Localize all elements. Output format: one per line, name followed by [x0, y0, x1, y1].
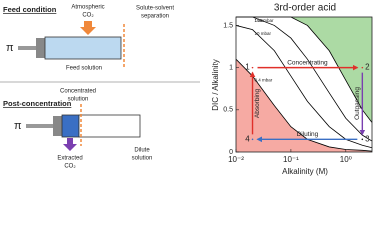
piston-rod [18, 46, 36, 50]
region [236, 17, 372, 123]
process-label: Outgassing [354, 87, 361, 120]
state-label: 1 [245, 63, 250, 72]
x-tick-label: 10⁰ [340, 155, 352, 164]
diagram: Feed condition Atmospheric CO₂ Solute-so… [0, 5, 200, 170]
curve-label: 10 mbar [255, 31, 272, 36]
arrow [80, 21, 96, 35]
figure: Feed condition Atmospheric CO₂ Solute-so… [0, 3, 373, 176]
curve [236, 16, 373, 142]
label: Concentrated [60, 89, 96, 95]
label: Feed solution [66, 66, 102, 72]
chart: 3rd-order acid Alkalinity (M) DIC / Alka… [211, 3, 373, 176]
x-tick-label: 10⁻² [228, 155, 244, 164]
label: CO₂ [64, 164, 76, 170]
region [236, 59, 372, 152]
y-tick-label: 1.5 [223, 22, 233, 29]
x-axis-label: Alkalinity (M) [282, 167, 328, 176]
state-label: 2 [365, 63, 370, 72]
piston-rod [26, 124, 53, 128]
piston [36, 38, 45, 58]
state-point [361, 138, 364, 141]
chart-title: 3rd-order acid [274, 3, 336, 14]
tube-concentrated [61, 114, 80, 138]
label: solution [132, 156, 153, 162]
curve [235, 25, 373, 149]
plot-frame [235, 16, 373, 153]
pressure-symbol: π [6, 42, 14, 54]
label: separation [141, 14, 169, 20]
label: CO₂ [82, 13, 94, 19]
label: Atmospheric [71, 5, 104, 11]
state-label: 4 [245, 134, 250, 143]
state-point [361, 66, 364, 69]
tube [44, 36, 122, 60]
process-label: Concentrating [287, 59, 328, 66]
curve-label: 100 mbar [255, 18, 275, 23]
x-tick-label: 10⁻¹ [283, 155, 299, 164]
y-tick-label: 0 [229, 149, 233, 156]
y-axis-label: DIC / Alkalinity [211, 59, 220, 111]
state-label: 3 [365, 134, 370, 143]
y-tick-label: 0.5 [223, 107, 233, 114]
label: Extracted [57, 156, 82, 162]
tube-dilute [78, 114, 141, 138]
curve-label: 0.4 mbar [255, 77, 273, 82]
label: Solute-solvent [136, 6, 174, 12]
process-label: Absorbing [254, 88, 261, 118]
label: Dilute [134, 148, 150, 154]
y-tick-label: 1 [229, 64, 233, 71]
state-point [251, 66, 254, 69]
arrow [63, 138, 77, 151]
process-label: Diluting [297, 131, 319, 138]
state-point [251, 138, 254, 141]
section-title: Post-concentration [3, 99, 72, 108]
piston [53, 116, 62, 136]
section-title: Feed condition [3, 5, 57, 14]
label: solution [68, 97, 89, 103]
pressure-symbol: π [14, 120, 22, 132]
curve-label: 1 bar [255, 18, 266, 23]
